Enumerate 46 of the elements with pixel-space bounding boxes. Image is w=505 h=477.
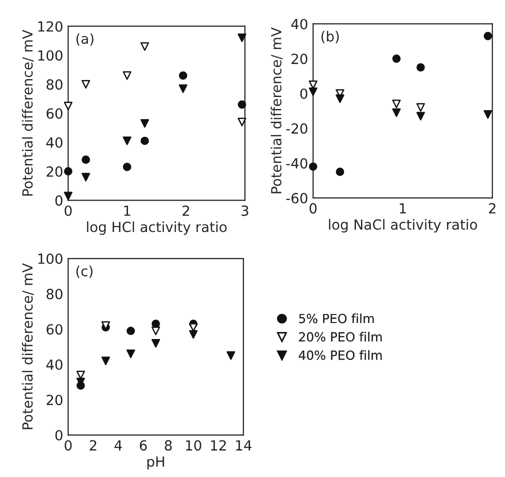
y-tick-label: 20 xyxy=(46,394,62,406)
annotation: (b) xyxy=(321,30,339,44)
x-tick-label: 2 xyxy=(182,205,190,216)
x-tick-label: 1 xyxy=(400,203,406,214)
y-tick-label: 0 xyxy=(300,88,308,99)
y-axis-title: Potential difference/ mV xyxy=(22,263,34,430)
y-tick-label: 120 xyxy=(38,21,62,32)
y-tick-label: 100 xyxy=(38,50,62,61)
x-axis-title: log HCl activity ratio xyxy=(87,221,227,235)
y-tick-label: 80 xyxy=(46,288,62,300)
legend-label: 20% PEO film xyxy=(299,332,382,342)
y-tick-label: 60 xyxy=(46,324,62,335)
x-tick-label: 0 xyxy=(310,203,317,214)
y-tick-label: 100 xyxy=(38,254,62,264)
y-tick-label: 60 xyxy=(46,108,62,119)
x-tick-label: 0 xyxy=(64,205,72,216)
y-tick-label: 40 xyxy=(291,18,308,30)
y-tick-label: 20 xyxy=(292,54,308,64)
y-axis-title: Potential difference/ mV xyxy=(270,27,283,194)
x-tick-label: 10 xyxy=(186,440,202,451)
y-tick-label: 0 xyxy=(55,195,62,206)
y-tick-label: 80 xyxy=(46,79,62,90)
x-tick-label: 3 xyxy=(242,205,248,216)
y-tick-label: 0 xyxy=(55,430,62,440)
legend-label: 5% PEO film xyxy=(299,314,374,324)
x-tick-label: 6 xyxy=(140,440,147,451)
x-tick-label: 14 xyxy=(236,440,252,450)
y-tick-label: -40 xyxy=(286,158,308,169)
x-tick-label: 2 xyxy=(488,203,496,214)
x-tick-label: 1 xyxy=(124,206,130,216)
annotation: (c) xyxy=(76,266,92,278)
y-tick-label: 20 xyxy=(46,166,62,177)
y-axis-title: Potential difference/ mV xyxy=(22,30,34,196)
x-tick-label: 4 xyxy=(114,440,122,450)
x-tick-label: 2 xyxy=(90,440,96,450)
x-tick-label: 8 xyxy=(164,440,172,451)
y-tick-label: 40 xyxy=(46,137,62,148)
x-tick-label: 12 xyxy=(211,440,226,450)
y-tick-label: 40 xyxy=(46,359,62,370)
annotation: (a) xyxy=(76,33,94,46)
y-tick-label: -20 xyxy=(286,123,308,134)
x-tick-label: 0 xyxy=(64,440,72,451)
x-axis-title: log NaCl activity ratio xyxy=(329,219,478,232)
y-tick-label: -60 xyxy=(286,192,308,204)
legend-label: 40% PEO film xyxy=(298,350,382,360)
x-axis-title: pH xyxy=(147,456,164,470)
